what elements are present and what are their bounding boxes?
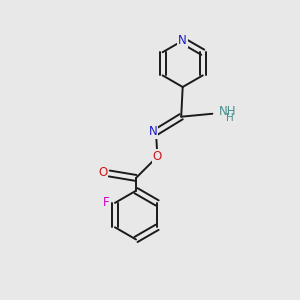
Text: O: O xyxy=(98,167,107,179)
Text: H: H xyxy=(226,113,233,124)
Text: N: N xyxy=(148,125,157,138)
Text: NH: NH xyxy=(219,106,236,118)
Text: N: N xyxy=(178,34,187,47)
Text: O: O xyxy=(153,150,162,163)
Text: F: F xyxy=(103,196,110,209)
